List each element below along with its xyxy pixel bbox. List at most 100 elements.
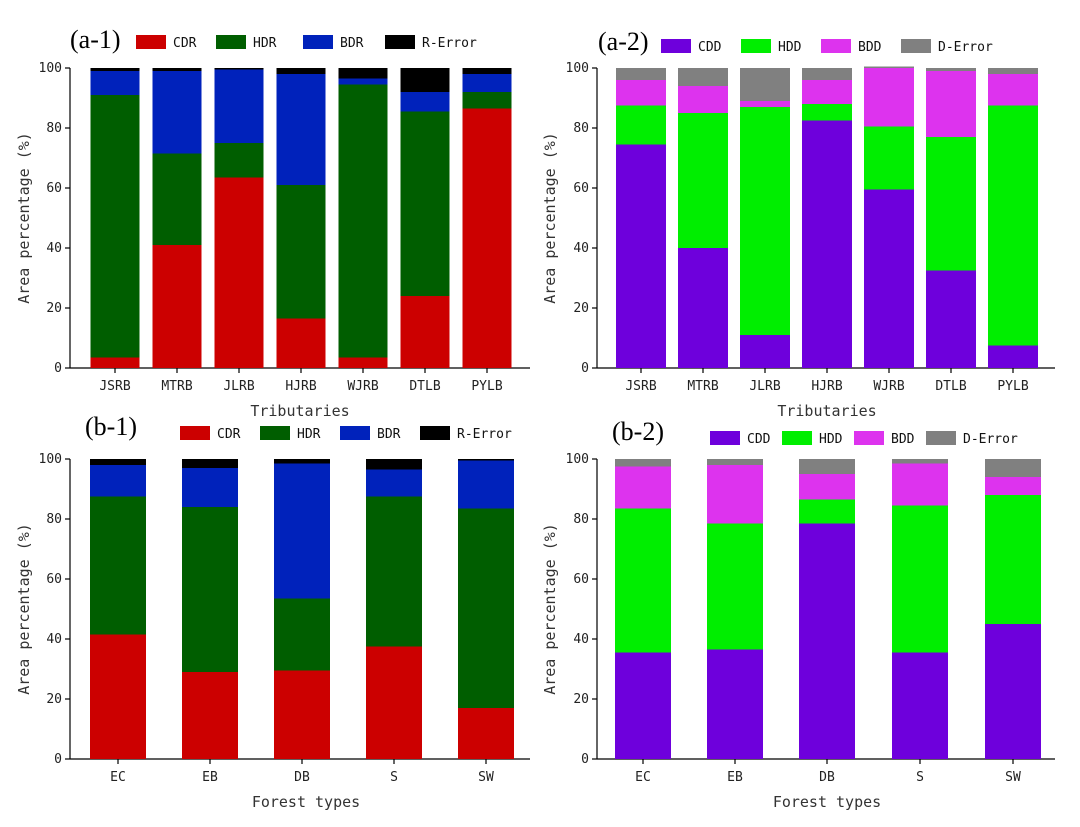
bar-b2-s-cdd <box>892 652 948 759</box>
bar-b1-s-r-error <box>366 459 422 470</box>
bar-a2-jlrb-cdd <box>740 335 790 368</box>
panel-label-a2: (a-2) <box>598 27 649 56</box>
x-tick-a1-3: HJRB <box>285 379 316 394</box>
bar-a1-dtlb-r-error <box>400 68 450 92</box>
x-ticks-b1: EC EB DB S SW <box>110 759 494 785</box>
x-ticks-b2: EC EB DB S SW <box>635 759 1021 785</box>
y-ticks-b1: 0 20 40 60 80 100 <box>39 452 70 767</box>
legend-swatch-a1-3 <box>385 35 415 49</box>
x-tick-b2-0: EC <box>635 770 651 785</box>
legend-swatch-b1-0 <box>180 426 210 440</box>
bar-a2-pylb-d-error <box>988 68 1038 74</box>
panel-label-b2: (b-2) <box>612 417 664 446</box>
y-tick-b1-5: 100 <box>39 452 62 467</box>
bar-a2-jlrb-hdd <box>740 107 790 335</box>
y-tick-b1-1: 20 <box>46 692 62 707</box>
y-tick-a1-0: 0 <box>54 361 62 376</box>
x-axis-title-b1: Forest types <box>252 793 360 811</box>
bar-b2-ec-hdd <box>615 508 671 653</box>
bar-a2-jsrb-bdd <box>616 80 666 106</box>
x-axis-title-a2: Tributaries <box>777 402 876 420</box>
bar-b1-db-hdr <box>274 598 330 671</box>
bar-b1-ec-hdr <box>90 496 146 635</box>
legend-label-b1-1: HDR <box>297 427 321 442</box>
y-tick-a2-4: 80 <box>573 121 589 136</box>
y-tick-b2-3: 60 <box>573 572 589 587</box>
y-tick-b2-4: 80 <box>573 512 589 527</box>
bar-a2-pylb-hdd <box>988 105 1038 346</box>
y-tick-b1-4: 80 <box>46 512 62 527</box>
x-axis-title-b2: Forest types <box>773 793 881 811</box>
y-tick-b2-2: 40 <box>573 632 589 647</box>
legend-label-a2-2: BDD <box>858 40 882 55</box>
bar-b1-s-cdr <box>366 646 422 759</box>
bar-b2-eb-bdd <box>707 465 763 524</box>
y-tick-a1-4: 80 <box>46 121 62 136</box>
y-tick-b2-1: 20 <box>573 692 589 707</box>
legend-swatch-a2-2 <box>821 39 851 53</box>
bar-b2-db-hdd <box>799 499 855 524</box>
bar-a2-wjrb-bdd <box>864 68 914 127</box>
legend-label-b2-0: CDD <box>747 432 771 447</box>
bar-b2-ec-bdd <box>615 466 671 509</box>
bar-b2-sw-bdd <box>985 477 1041 495</box>
y-ticks-a2: 0 20 40 60 80 100 <box>566 61 597 376</box>
x-tick-a1-0: JSRB <box>99 379 130 394</box>
bar-a1-jsrb-bdr <box>90 71 140 95</box>
legend-label-b2-3: D-Error <box>963 432 1018 447</box>
x-axis-title-a1: Tributaries <box>250 402 349 420</box>
legend-swatch-a2-3 <box>901 39 931 53</box>
x-tick-a1-5: DTLB <box>409 379 440 394</box>
bar-a2-dtlb-hdd <box>926 137 976 271</box>
bar-a1-mtrb-r-error <box>152 68 202 71</box>
bar-b2-s-bdd <box>892 463 948 506</box>
bar-b1-eb-cdr <box>182 672 238 759</box>
bar-b1-s-bdr <box>366 469 422 497</box>
panel-label-b1: (b-1) <box>85 412 137 441</box>
legend-swatch-a1-0 <box>136 35 166 49</box>
y-axis-title-a1: Area percentage (%) <box>15 132 33 304</box>
panel-a1: (a-1) CDR HDR BDR R-Error Area percentag… <box>15 25 530 420</box>
bar-a2-wjrb-hdd <box>864 126 914 190</box>
bar-a2-dtlb-cdd <box>926 270 976 368</box>
x-tick-a2-3: HJRB <box>811 379 842 394</box>
y-tick-b1-3: 60 <box>46 572 62 587</box>
panel-label-a1: (a-1) <box>70 25 121 54</box>
x-tick-a1-6: PYLB <box>471 379 502 394</box>
legend-b2: CDD HDD BDD D-Error <box>710 431 1018 447</box>
legend-label-a2-1: HDD <box>778 40 802 55</box>
legend-a2: CDD HDD BDD D-Error <box>661 39 993 55</box>
x-tick-b1-2: DB <box>294 770 310 785</box>
legend-swatch-b1-1 <box>260 426 290 440</box>
y-tick-a2-0: 0 <box>581 361 589 376</box>
bar-b2-db-d-error <box>799 459 855 474</box>
legend-swatch-b1-2 <box>340 426 370 440</box>
bar-b1-db-cdr <box>274 670 330 759</box>
bar-a1-hjrb-bdr <box>276 74 326 185</box>
legend-swatch-b2-1 <box>782 431 812 445</box>
bar-a2-hjrb-bdd <box>802 80 852 104</box>
bar-a1-mtrb-cdr <box>152 245 202 368</box>
legend-label-a1-3: R-Error <box>422 36 477 51</box>
x-tick-a1-2: JLRB <box>223 379 254 394</box>
bar-a1-jlrb-r-error <box>214 68 264 70</box>
bar-b1-db-bdr <box>274 463 330 599</box>
bar-a2-pylb-bdd <box>988 74 1038 106</box>
bar-a1-wjrb-r-error <box>338 68 388 79</box>
y-tick-a2-3: 60 <box>573 181 589 196</box>
x-tick-b1-3: S <box>390 770 398 785</box>
legend-a1: CDR HDR BDR R-Error <box>136 35 477 51</box>
y-tick-a1-1: 20 <box>46 301 62 316</box>
bar-b2-eb-hdd <box>707 523 763 650</box>
y-axis-title-b1: Area percentage (%) <box>15 523 33 695</box>
bar-b2-ec-cdd <box>615 652 671 759</box>
bar-b1-sw-hdr <box>458 508 514 708</box>
x-tick-b1-0: EC <box>110 770 126 785</box>
bar-a1-jlrb-hdr <box>214 143 264 178</box>
bar-b1-db-r-error <box>274 459 330 464</box>
x-tick-b2-4: SW <box>1005 770 1021 785</box>
x-tick-a2-5: DTLB <box>935 379 966 394</box>
bar-b2-db-bdd <box>799 474 855 500</box>
bar-a1-hjrb-hdr <box>276 185 326 319</box>
bar-b2-sw-hdd <box>985 495 1041 624</box>
